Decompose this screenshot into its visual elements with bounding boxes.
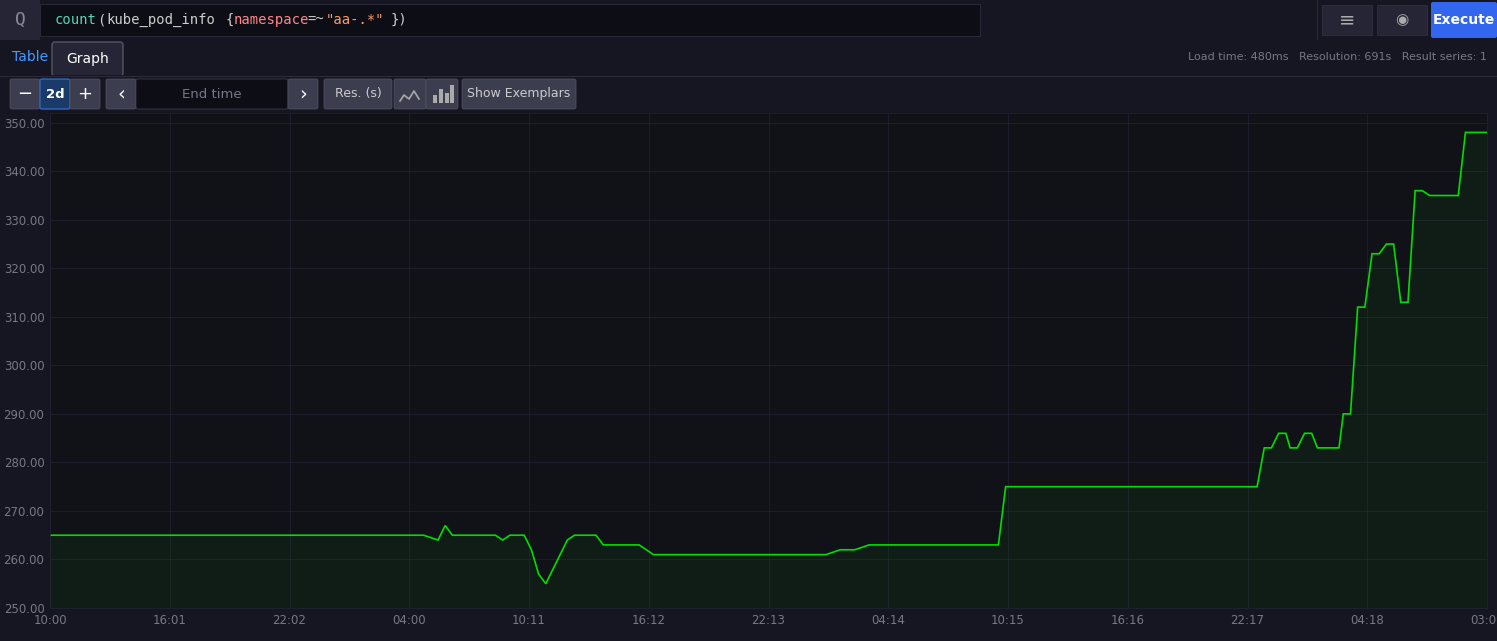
Text: Table: Table	[12, 50, 48, 64]
Text: namespace: namespace	[234, 13, 310, 27]
FancyBboxPatch shape	[40, 79, 70, 109]
Text: End time: End time	[183, 88, 243, 101]
FancyBboxPatch shape	[287, 79, 317, 109]
FancyBboxPatch shape	[70, 79, 100, 109]
Text: ≡: ≡	[1338, 10, 1355, 29]
Text: Res. (s): Res. (s)	[335, 88, 382, 101]
Text: {: {	[226, 13, 235, 27]
Bar	[445, 93, 449, 103]
Text: "aa-.*": "aa-.*"	[326, 13, 385, 27]
FancyBboxPatch shape	[427, 79, 458, 109]
Bar	[0, 0, 40, 40]
Bar	[1377, 5, 1427, 35]
Text: ‹: ‹	[117, 85, 124, 103]
FancyBboxPatch shape	[463, 79, 576, 109]
Text: }): })	[391, 13, 407, 27]
Bar	[40, 4, 981, 36]
Text: Execute: Execute	[1433, 13, 1496, 27]
Text: Q: Q	[15, 11, 25, 29]
Text: Show Exemplars: Show Exemplars	[467, 88, 570, 101]
Text: ◉: ◉	[1395, 13, 1409, 28]
FancyBboxPatch shape	[106, 79, 136, 109]
Text: kube_pod_info: kube_pod_info	[106, 13, 216, 27]
Text: =~: =~	[307, 13, 323, 27]
Text: Load time: 480ms   Resolution: 691s   Result series: 1: Load time: 480ms Resolution: 691s Result…	[1189, 52, 1487, 62]
Text: 2d: 2d	[46, 88, 64, 101]
Text: count: count	[55, 13, 97, 27]
FancyBboxPatch shape	[136, 79, 287, 109]
Bar	[439, 89, 443, 103]
Text: +: +	[78, 85, 93, 103]
FancyBboxPatch shape	[323, 79, 392, 109]
Bar	[1322, 5, 1371, 35]
Text: Graph: Graph	[67, 52, 109, 66]
Bar	[451, 85, 454, 103]
FancyBboxPatch shape	[10, 79, 40, 109]
Text: ›: ›	[299, 85, 307, 103]
Text: (: (	[97, 13, 105, 27]
FancyBboxPatch shape	[52, 42, 123, 76]
FancyBboxPatch shape	[394, 79, 427, 109]
FancyBboxPatch shape	[1431, 2, 1497, 38]
Bar	[433, 95, 437, 103]
Text: −: −	[18, 85, 33, 103]
